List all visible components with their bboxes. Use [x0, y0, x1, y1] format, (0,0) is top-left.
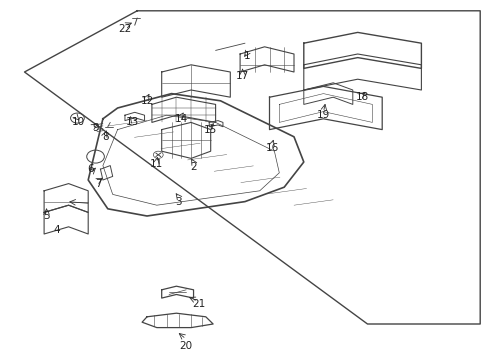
Text: 12: 12 — [140, 96, 154, 106]
Text: 7: 7 — [95, 179, 101, 189]
Text: 5: 5 — [43, 211, 50, 221]
Text: 15: 15 — [204, 125, 218, 135]
Text: 22: 22 — [118, 24, 132, 34]
Text: 1: 1 — [244, 51, 251, 61]
Text: 3: 3 — [175, 197, 182, 207]
Text: 19: 19 — [317, 110, 330, 120]
Text: 4: 4 — [53, 225, 60, 235]
Text: 16: 16 — [265, 143, 279, 153]
Text: 11: 11 — [150, 159, 164, 169]
Text: 18: 18 — [356, 92, 369, 102]
Text: 9: 9 — [92, 123, 99, 133]
Text: 8: 8 — [102, 132, 109, 142]
Text: 13: 13 — [125, 117, 139, 127]
Text: 17: 17 — [236, 71, 249, 81]
Text: 2: 2 — [190, 162, 197, 172]
Text: 6: 6 — [87, 164, 94, 174]
Text: 10: 10 — [72, 117, 85, 127]
Text: 21: 21 — [192, 299, 205, 309]
Text: 20: 20 — [180, 341, 193, 351]
Text: 14: 14 — [174, 114, 188, 124]
